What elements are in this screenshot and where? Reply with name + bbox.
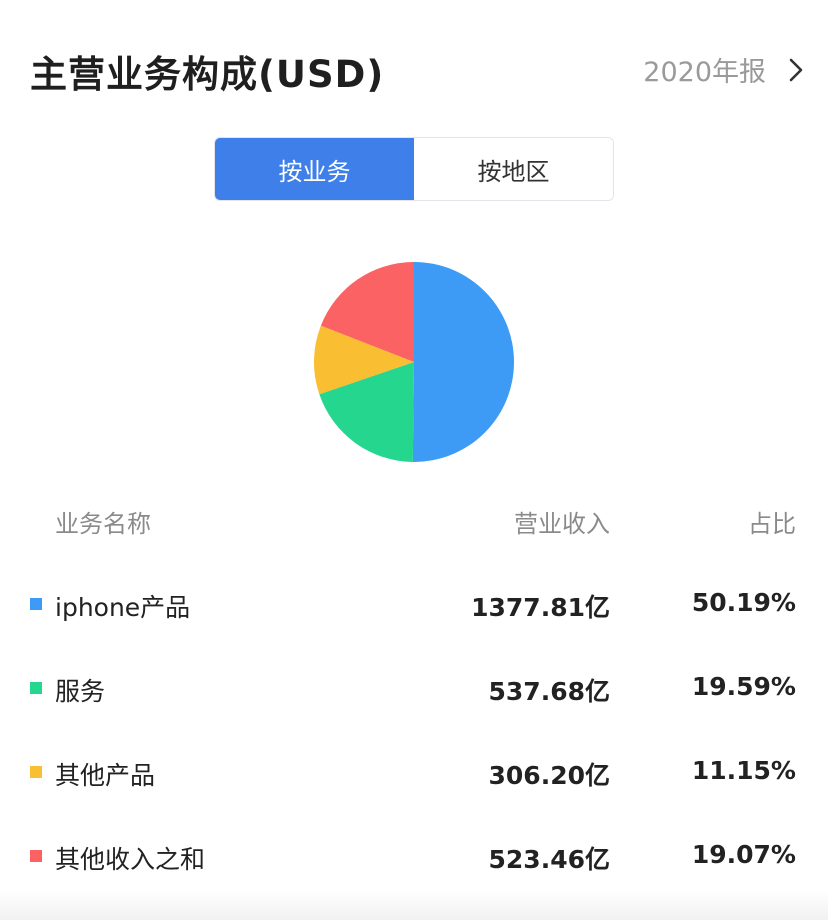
table-row[interactable]: 其他收入之和 523.46亿 19.07% — [0, 828, 828, 888]
share-value: 11.15% — [691, 756, 796, 785]
revenue-value: 537.68亿 — [488, 677, 610, 706]
chevron-right-icon — [789, 58, 803, 81]
header-revenue: 营业收入 — [514, 510, 610, 538]
legend-swatch — [30, 850, 42, 862]
share-value: 19.59% — [691, 672, 796, 701]
legend-swatch — [30, 766, 42, 778]
legend-swatch — [30, 682, 42, 694]
pie-slice — [319, 362, 414, 462]
table-row[interactable]: 服务 537.68亿 19.59% — [0, 660, 828, 720]
page-title: 主营业务构成(USD) — [30, 53, 385, 96]
report-period-label: 2020年报 — [643, 57, 766, 88]
pie-slice — [314, 325, 414, 395]
tab-by-business[interactable]: 按业务 — [215, 138, 414, 200]
pie-slice — [412, 262, 515, 462]
table-row[interactable]: iphone产品 1377.81亿 50.19% — [0, 576, 828, 636]
table-row[interactable]: 其他产品 306.20亿 11.15% — [0, 744, 828, 804]
business-name: 服务 — [55, 677, 106, 706]
header-share: 占比 — [748, 510, 796, 538]
bottom-fade — [0, 890, 828, 920]
business-name: 其他产品 — [55, 761, 156, 790]
business-name: iphone产品 — [55, 593, 191, 622]
report-period-link[interactable]: 2020年报 — [643, 50, 804, 89]
header: 主营业务构成(USD) 2020年报 — [0, 0, 828, 140]
tab-by-region[interactable]: 按地区 — [414, 138, 613, 200]
revenue-value: 306.20亿 — [488, 761, 610, 790]
share-value: 19.07% — [691, 840, 796, 869]
pie-slice — [320, 262, 414, 362]
segment-tabs: 按业务 按地区 — [214, 137, 614, 201]
business-name: 其他收入之和 — [55, 845, 206, 874]
revenue-value: 1377.81亿 — [471, 593, 610, 622]
share-value: 50.19% — [691, 588, 796, 617]
legend-swatch — [30, 598, 42, 610]
table-header: 业务名称 营业收入 占比 — [0, 490, 828, 550]
revenue-value: 523.46亿 — [488, 845, 610, 874]
pie-chart — [314, 262, 515, 462]
header-business-name: 业务名称 — [55, 510, 151, 538]
